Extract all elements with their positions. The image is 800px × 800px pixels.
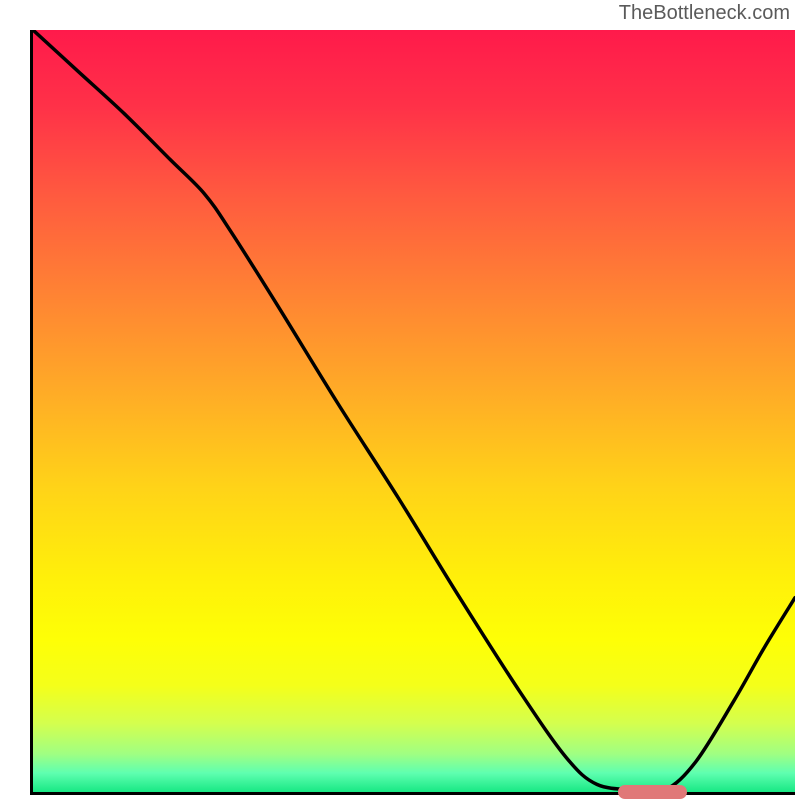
watermark-text: TheBottleneck.com [619, 2, 790, 25]
plot-area [30, 30, 795, 795]
optimum-marker [618, 785, 687, 799]
bottleneck-curve [33, 30, 795, 792]
